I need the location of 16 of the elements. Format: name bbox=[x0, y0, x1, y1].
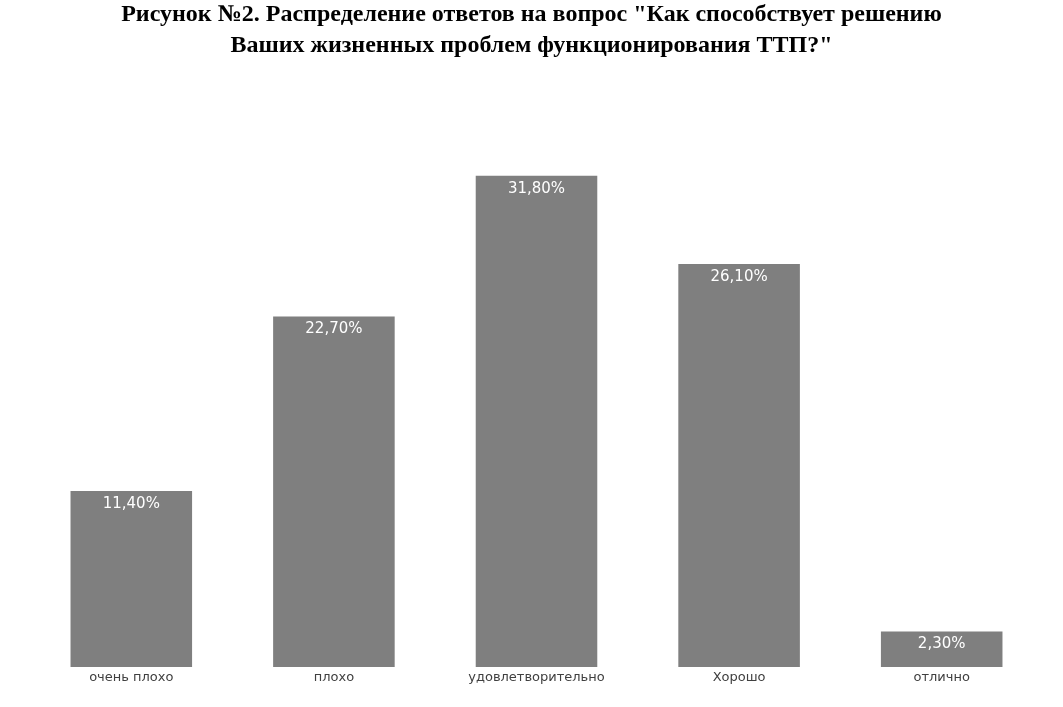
x-tick-label: удовлетворительно bbox=[468, 669, 605, 684]
chart-title: Рисунок №2. Распределение ответов на вопрос "Как способствует решению Ваших жизненных проблем функционирования ТТП?" bbox=[121, 0, 942, 58]
data-label: 26,10% bbox=[710, 266, 768, 285]
bar bbox=[273, 316, 395, 667]
x-tick-label: очень плохо bbox=[89, 669, 174, 684]
x-tick-label: отлично bbox=[913, 669, 970, 684]
bar bbox=[880, 631, 1003, 667]
x-tick-label: плохо bbox=[313, 669, 355, 684]
data-label: 31,80% bbox=[507, 178, 566, 197]
bar bbox=[475, 175, 598, 667]
x-tick-label: Хорошо bbox=[712, 669, 766, 684]
data-label: 2,30% bbox=[917, 634, 966, 653]
bar bbox=[678, 263, 800, 667]
data-label: 11,40% bbox=[102, 493, 160, 512]
data-label: 22,70% bbox=[305, 319, 363, 338]
bar bbox=[70, 490, 193, 667]
